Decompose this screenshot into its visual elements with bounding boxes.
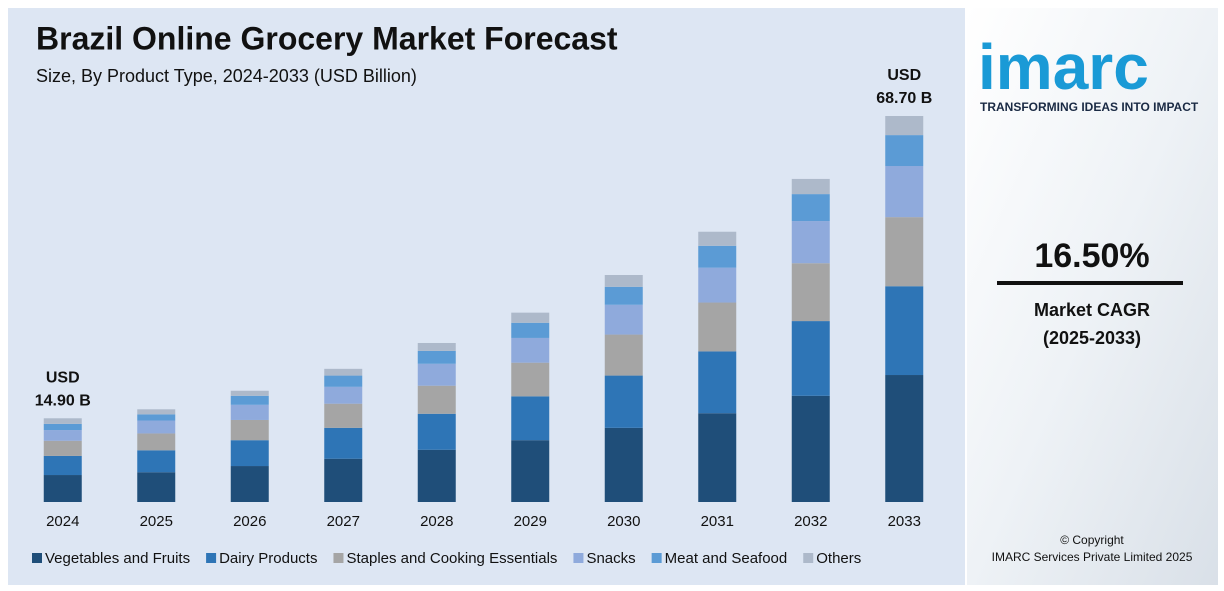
bar-segment [604,427,643,502]
legend-label: Snacks [586,550,635,567]
total-label: 14.90 B [35,393,91,410]
logo: imarc [978,31,1149,103]
tagline: TRANSFORMING IDEAS INTO IMPACT [980,100,1199,114]
bar-segment [885,116,924,136]
total-label: USD [46,370,80,387]
bar-segment [791,263,830,322]
bar-segment [324,386,363,404]
bar-segment [43,475,82,502]
cagr-period: (2025-2033) [1043,328,1141,348]
bar-segment [791,321,830,396]
legend-swatch [803,553,814,563]
bar-segment [137,420,176,434]
bar-segment [604,334,643,376]
bar-segment [698,351,737,414]
x-tick-label: 2024 [46,513,79,530]
bar-segment [43,423,82,431]
bar-segment [417,449,456,502]
bar-segment [137,433,176,451]
bar-segment [604,286,643,305]
bar-segment [417,350,456,364]
bar-segment [230,419,269,441]
bar-segment [698,231,737,246]
bar-segment [137,409,176,415]
bar-segment [43,418,82,424]
copyright: © Copyright [1060,533,1124,547]
legend-label: Meat and Seafood [665,550,788,567]
bar-segment [885,217,924,287]
legend-label: Dairy Products [219,550,317,567]
bar-segment [324,458,363,502]
x-tick-label: 2030 [607,513,640,530]
legend-label: Others [816,550,861,567]
x-tick-label: 2032 [794,513,827,530]
legend-label: Vegetables and Fruits [45,550,190,567]
bar-segment [230,466,269,502]
bar-segment [511,337,550,363]
x-tick-label: 2026 [233,513,266,530]
chart-subtitle: Size, By Product Type, 2024-2033 (USD Bi… [36,66,417,86]
legend-swatch [573,553,584,563]
legend-swatch [651,553,662,563]
x-tick-label: 2031 [701,513,734,530]
bar-segment [511,440,550,502]
legend-swatch [32,553,42,563]
bar-segment [791,178,830,195]
bar-segment [43,455,82,476]
bar-segment [324,427,363,459]
bar-segment [43,440,82,456]
sidebar-panel [967,8,1218,585]
bar-segment [604,375,643,428]
x-tick-label: 2025 [140,513,173,530]
bar-segment [698,267,737,303]
bar-segment [604,304,643,335]
bar-segment [137,414,176,421]
bar-segment [791,221,830,264]
bar-segment [885,286,924,376]
bar-segment [230,404,269,420]
bar-segment [511,362,550,397]
bar-segment [230,440,269,467]
x-tick-label: 2033 [888,513,921,530]
bar-segment [885,166,924,218]
bar-segment [885,135,924,167]
bar-segment [230,390,269,396]
bar-segment [417,385,456,414]
bar-segment [417,342,456,351]
bar-segment [511,322,550,338]
bar-segment [417,363,456,386]
bar-segment [230,395,269,405]
legend-swatch [333,553,344,563]
bar-segment [324,368,363,376]
x-tick-label: 2028 [420,513,453,530]
bar-segment [698,413,737,502]
total-label: USD [887,67,921,84]
chart-title: Brazil Online Grocery Market Forecast [36,20,618,56]
bar-segment [698,302,737,352]
bar-segment [791,395,830,502]
legend-label: Staples and Cooking Essentials [346,550,557,567]
bar-segment [511,312,550,323]
bar-segment [604,275,643,287]
bar-segment [43,430,82,441]
copyright-holder: IMARC Services Private Limited 2025 [992,550,1193,564]
legend-swatch [206,553,217,563]
x-tick-label: 2027 [327,513,360,530]
total-label: 68.70 B [876,90,932,107]
bar-segment [137,450,176,473]
bar-segment [791,194,830,222]
cagr-label: Market CAGR [1034,300,1150,320]
cagr-value: 16.50% [1034,237,1149,275]
bar-segment [511,396,550,441]
bar-segment [885,375,924,502]
bar-segment [324,375,363,387]
bar-segment [698,245,737,268]
x-tick-label: 2029 [514,513,547,530]
bar-segment [417,413,456,450]
bar-segment [324,403,363,428]
bar-segment [137,472,176,502]
